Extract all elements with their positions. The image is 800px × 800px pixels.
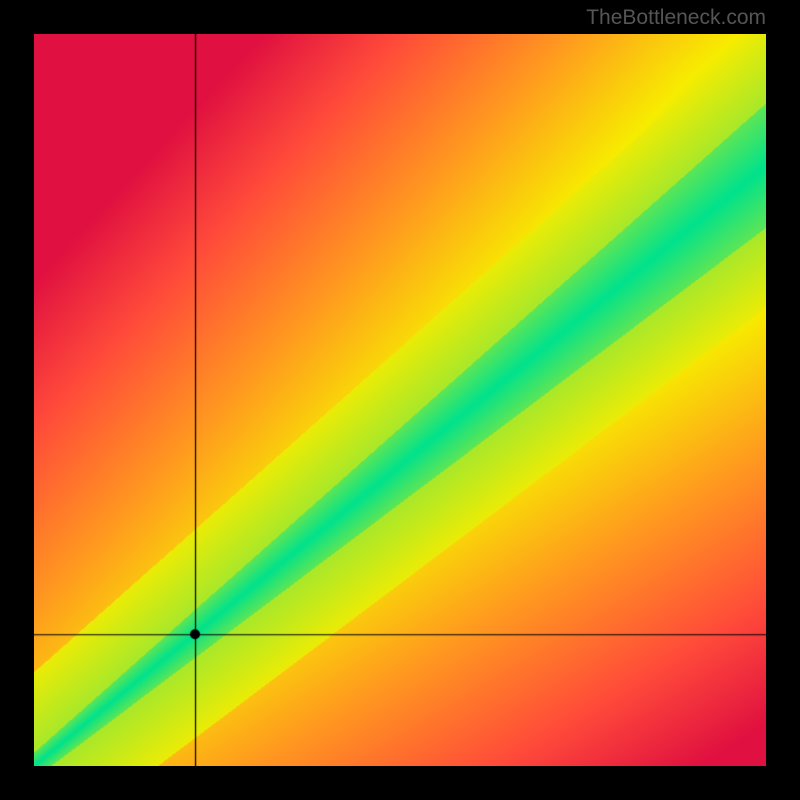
heatmap-canvas: [34, 34, 766, 766]
heatmap-plot-area: [34, 34, 766, 766]
watermark-text: TheBottleneck.com: [586, 6, 766, 30]
